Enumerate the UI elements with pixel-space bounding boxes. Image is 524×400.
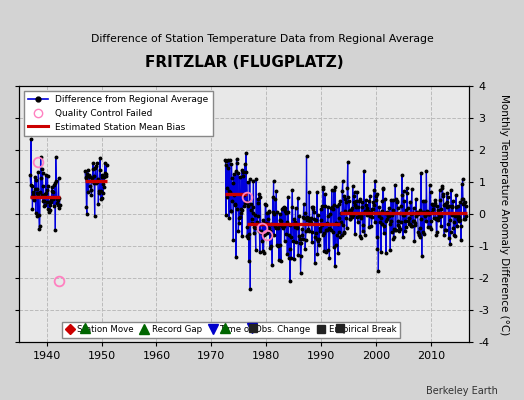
Text: Difference of Station Temperature Data from Regional Average: Difference of Station Temperature Data f…	[91, 34, 433, 44]
Legend: Station Move, Record Gap, Time of Obs. Change, Empirical Break: Station Move, Record Gap, Time of Obs. C…	[62, 322, 400, 338]
Y-axis label: Monthly Temperature Anomaly Difference (°C): Monthly Temperature Anomaly Difference (…	[499, 94, 509, 335]
Text: Berkeley Earth: Berkeley Earth	[426, 386, 498, 396]
Title: FRITZLAR (FLUGPLATZ): FRITZLAR (FLUGPLATZ)	[145, 55, 344, 70]
